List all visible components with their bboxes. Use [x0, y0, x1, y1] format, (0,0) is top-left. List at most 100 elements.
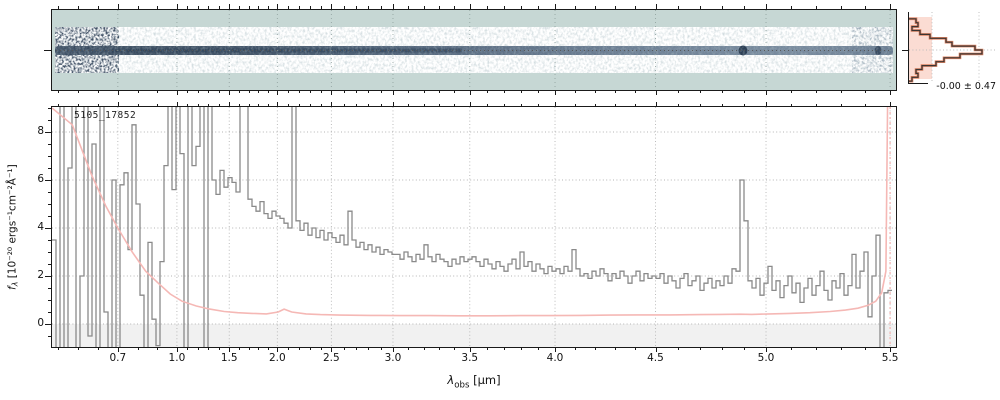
x-tick-2d-bottom	[815, 90, 817, 93]
x-tick-top	[555, 102, 556, 107]
x-tick-bottom	[520, 347, 522, 350]
x-tick-top	[218, 104, 220, 107]
x-tick-label: 0.7	[109, 352, 127, 364]
spectrum-1d-plot	[52, 107, 896, 347]
x-tick-top	[277, 102, 279, 107]
x-tick-bottom	[77, 347, 79, 350]
y-minor-tick	[48, 192, 51, 193]
x-tick-2d-top	[743, 6, 745, 9]
x-tick-top	[343, 104, 345, 107]
x-tick-bottom	[187, 347, 189, 350]
x-tick-top	[117, 102, 119, 107]
x-tick-top	[77, 104, 79, 107]
x-tick-2d-bottom	[331, 90, 333, 95]
x-tick-bottom	[595, 347, 597, 350]
x-tick-top	[840, 104, 842, 107]
x-tick-2d-top	[890, 4, 892, 9]
x-tick-bottom	[393, 347, 394, 352]
x-tick-top	[615, 104, 617, 107]
x-tick-top	[890, 102, 892, 107]
x-tick-2d-bottom	[277, 90, 279, 95]
x-tick-bottom	[439, 347, 441, 350]
x-tick-2d-top	[309, 6, 311, 9]
hist-annotation: -0.00 ± 0.47	[936, 81, 996, 92]
x-tick-top	[439, 104, 441, 107]
y-axis-symbol-sub: λ	[10, 281, 20, 287]
x-tick-2d-bottom	[721, 90, 723, 93]
x-axis-unit: [μm]	[469, 373, 501, 387]
x-tick-2d-top	[790, 6, 792, 9]
x-tick-2d-bottom	[258, 90, 260, 93]
x-tick-2d-top	[320, 6, 322, 9]
x-tick-bottom	[380, 347, 382, 350]
x-tick-bottom	[615, 347, 617, 350]
y-minor-tick	[48, 300, 51, 301]
y-minor-tick	[48, 252, 51, 253]
x-tick-bottom	[721, 347, 723, 350]
x-tick-2d-top	[699, 6, 701, 9]
x-tick-bottom	[699, 347, 701, 350]
x-tick-2d-bottom	[299, 90, 300, 93]
x-tick-2d-bottom	[368, 90, 370, 93]
y-tick	[45, 324, 51, 325]
x-tick-bottom	[248, 347, 250, 350]
x-tick-2d-top	[248, 6, 250, 9]
x-tick-top	[238, 104, 240, 107]
x-tick-2d-bottom	[655, 90, 657, 95]
x-tick-top	[575, 104, 577, 107]
x-tick-bottom	[218, 347, 220, 350]
x-tick-2d-bottom	[320, 90, 322, 93]
x-tick-2d-top	[288, 6, 290, 9]
x-tick-top	[258, 104, 260, 107]
x-tick-2d-bottom	[218, 90, 220, 93]
x-tick-2d-top	[393, 4, 394, 9]
x-tick-2d-top	[368, 6, 370, 9]
x-tick-2d-bottom	[117, 90, 119, 95]
y-tick-label: 6	[37, 173, 44, 185]
x-tick-top	[699, 104, 701, 107]
spectrum-1d-panel: 5105_17852	[51, 106, 897, 348]
y-minor-tick	[48, 108, 51, 109]
x-tick-top	[299, 104, 300, 107]
x-tick-bottom	[320, 347, 322, 350]
hist-y-tick	[902, 50, 908, 51]
x-tick-top	[423, 104, 425, 107]
x-tick-2d-top	[299, 6, 300, 9]
x-tick-2d-top	[615, 6, 617, 9]
x-tick-bottom	[555, 347, 556, 352]
object-id-label: 5105_17852	[74, 110, 137, 121]
x-tick-2d-bottom	[454, 90, 456, 93]
x-axis-label: λobs [μm]	[374, 373, 574, 390]
x-tick-bottom	[299, 347, 300, 350]
y-minor-tick	[48, 264, 51, 265]
x-tick-top	[469, 102, 471, 107]
hist-left-spine	[908, 12, 909, 84]
x-tick-2d-top	[840, 6, 842, 9]
x-tick-2d-top	[635, 6, 637, 9]
y-tick-label: 2	[37, 269, 44, 281]
x-tick-top	[320, 104, 322, 107]
y-minor-tick	[48, 120, 51, 121]
x-tick-bottom	[423, 347, 425, 350]
y-minor-tick	[48, 204, 51, 205]
x-tick-2d-bottom	[766, 90, 767, 95]
x-tick-bottom	[97, 347, 99, 350]
x-tick-2d-bottom	[486, 90, 488, 93]
x-tick-top	[157, 104, 159, 107]
x-tick-bottom	[331, 347, 333, 352]
x-tick-bottom	[267, 347, 269, 350]
x-tick-2d-bottom	[520, 90, 522, 93]
y-tick-label: 8	[37, 125, 44, 137]
x-tick-bottom	[766, 347, 767, 352]
x-tick-2d-top	[595, 6, 597, 9]
y-tick	[45, 276, 51, 277]
x-tick-label: 3.0	[384, 352, 402, 364]
x-tick-bottom	[655, 347, 657, 352]
x-tick-top	[137, 104, 139, 107]
y-tick	[45, 228, 51, 229]
x-tick-top	[309, 104, 311, 107]
x-tick-bottom	[57, 347, 59, 350]
x-tick-2d-bottom	[208, 90, 210, 93]
x-tick-bottom	[157, 347, 159, 350]
